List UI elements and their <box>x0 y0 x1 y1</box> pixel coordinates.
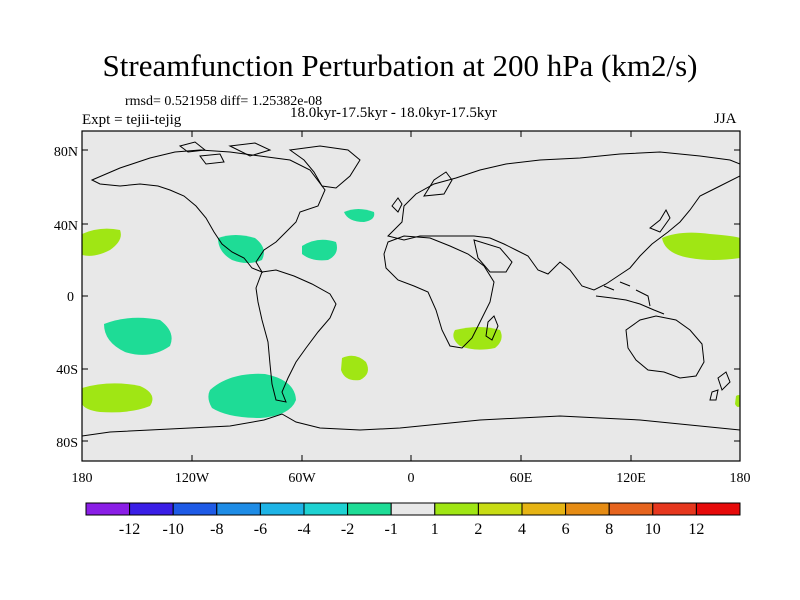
map-background <box>82 131 740 461</box>
colorbar-swatch <box>259 502 305 516</box>
coastline-arctic-islands <box>178 141 272 165</box>
colorbar-swatch <box>303 502 349 516</box>
season-label: JJA <box>714 111 737 127</box>
coastline-south-america <box>255 269 337 403</box>
colorbar-swatch <box>172 502 218 516</box>
colorbar-swatch <box>390 502 436 516</box>
anomaly-north-pacific-east <box>82 228 121 256</box>
coastline-madagascar <box>485 315 499 341</box>
anomaly-south-atlantic-edge <box>735 395 740 407</box>
colorbar-swatch <box>129 502 174 516</box>
coastline-new-zealand <box>709 371 731 401</box>
anomaly-southern-ocean-chile <box>208 373 296 418</box>
coastline-arabia <box>473 239 513 273</box>
colorbar-label: -8 <box>210 521 223 538</box>
anomaly-north-atlantic-2 <box>302 239 337 261</box>
colorbar-label: 1 <box>431 521 439 538</box>
coastline-scandinavia <box>423 171 453 197</box>
colorbar-swatch <box>347 502 392 516</box>
lon-label-180e: 180 <box>730 471 751 486</box>
lat-label-0: 0 <box>67 290 74 305</box>
coastline-africa <box>383 235 495 349</box>
lon-label-60w: 60W <box>288 471 316 486</box>
stats-text: rmsd= 0.521958 diff= 1.25382e-08 <box>125 94 323 109</box>
colorbar-label: -12 <box>119 521 140 538</box>
lat-label-40n: 40N <box>54 219 78 234</box>
colorbar-label: -6 <box>254 521 267 538</box>
colorbar-label: 6 <box>562 521 570 538</box>
coastline-japan <box>649 208 671 233</box>
lat-label-40s: 40S <box>56 363 78 378</box>
anomaly-central-atlantic <box>341 355 368 381</box>
lon-label-60e: 60E <box>510 471 533 486</box>
colorbar-label: -2 <box>341 521 354 538</box>
colorbar-label: 4 <box>518 521 526 538</box>
lon-label-120w: 120W <box>175 471 210 486</box>
colorbar-swatch <box>521 502 567 516</box>
colorbar-label: -4 <box>297 521 310 538</box>
colorbar-label: 12 <box>688 521 704 538</box>
lat-label-80n: 80N <box>54 145 78 160</box>
experiment-label: Expt = tejii-tejig <box>82 112 182 128</box>
coastline-north-america <box>90 149 326 274</box>
colorbar-label: 8 <box>605 521 613 538</box>
longitude-labels: 180 120W 60W 0 60E 120E 180 <box>72 471 751 486</box>
anomaly-south-pacific <box>104 317 172 355</box>
colorbar-swatch <box>85 502 131 516</box>
colorbar-swatch <box>695 502 741 516</box>
lon-label-180w: 180 <box>72 471 93 486</box>
colorbar-label: 10 <box>645 521 661 538</box>
coastline-australia <box>625 315 705 379</box>
colorbar-swatch <box>608 502 654 516</box>
colorbar-labels: -12 -10 -8 -6 -4 -2 -1 1 2 4 6 8 10 12 <box>119 521 704 538</box>
anomaly-south-pacific-far <box>82 383 153 413</box>
colorbar-label: -10 <box>163 521 184 538</box>
anomaly-madagascar <box>453 327 502 350</box>
colorbar-swatch <box>434 502 479 516</box>
coastlines <box>82 141 740 437</box>
coastline-british-isles <box>391 197 403 213</box>
anomaly-north-atlantic <box>344 209 375 222</box>
latitude-labels: 80N 40N 0 40S 80S <box>54 145 78 451</box>
coastline-greenland <box>288 145 361 189</box>
anomaly-gulf-of-mexico <box>218 235 264 263</box>
colorbar-label: 2 <box>474 521 482 538</box>
coastline-eurasia <box>387 151 740 291</box>
subtitle-text: 18.0kyr-17.5kyr - 18.0kyr-17.5kyr <box>290 105 497 121</box>
colorbar <box>85 502 741 516</box>
chart-title: Streamfunction Perturbation at 200 hPa (… <box>102 48 698 83</box>
anomaly-north-pacific-west <box>662 232 740 260</box>
lat-label-80s: 80S <box>56 436 78 451</box>
colorbar-label: -1 <box>385 521 398 538</box>
colorbar-swatch <box>652 502 697 516</box>
colorbar-swatch <box>565 502 610 516</box>
colorbar-swatch <box>477 502 523 516</box>
lon-label-0: 0 <box>408 471 415 486</box>
coastline-indonesia <box>595 281 665 315</box>
axis-ticks <box>81 131 741 461</box>
colorbar-swatch <box>216 502 261 516</box>
lon-label-120e: 120E <box>616 471 646 486</box>
coastline-antarctica <box>82 413 740 437</box>
